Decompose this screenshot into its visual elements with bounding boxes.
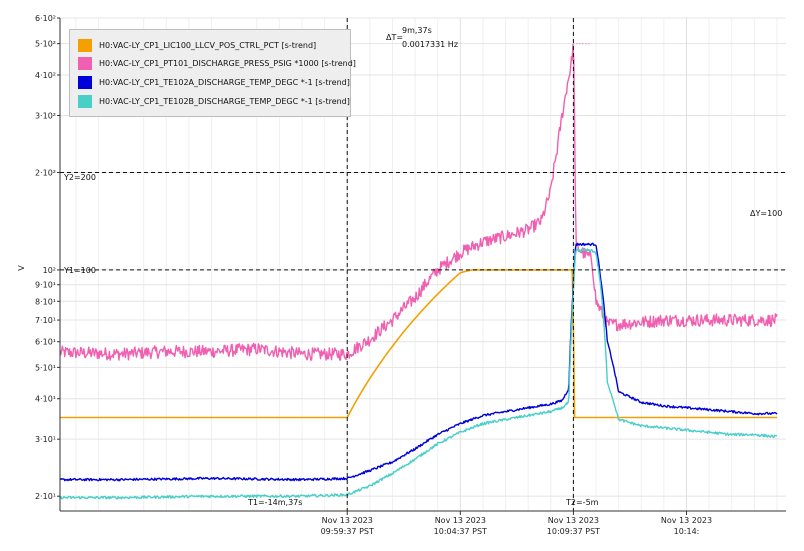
legend-swatch <box>78 94 92 108</box>
y-tick-label: 10² <box>43 266 56 275</box>
delta-t-frequency: 0.0017331 Hz <box>402 40 458 49</box>
y-tick-label: 7·10¹ <box>35 316 56 325</box>
x-tick-sublabel: 10:14: <box>674 527 700 536</box>
series-line <box>59 269 778 419</box>
x-tick-sublabel: 09:59:37 PST <box>321 527 374 536</box>
series-line <box>59 248 777 500</box>
y-tick-label: 3·10¹ <box>35 435 56 444</box>
legend-item[interactable]: H0:VAC-LY_CP1_TE102B_DISCHARGE_TEMP_DEGC… <box>78 94 350 108</box>
y-tick-label: 6·10¹ <box>35 338 56 347</box>
x-tick-sublabel: 10:04:37 PST <box>434 527 487 536</box>
t1-cursor-label: T1=-14m,37s <box>247 498 302 507</box>
y1-cursor-label: Y1=100 <box>63 266 96 275</box>
y-tick-label: 8·10¹ <box>35 297 56 306</box>
y2-cursor-label: Y2=200 <box>63 173 96 182</box>
legend-item[interactable]: H0:VAC-LY_CP1_LIC100_LLCV_POS_CTRL_PCT [… <box>78 38 316 52</box>
legend-label: H0:VAC-LY_CP1_LIC100_LLCV_POS_CTRL_PCT [… <box>99 40 317 50</box>
x-tick-label: Nov 13 2023 <box>322 516 373 525</box>
cursor-layer <box>60 18 786 511</box>
series-line <box>59 43 778 362</box>
legend-label: H0:VAC-LY_CP1_TE102A_DISCHARGE_TEMP_DEGC… <box>99 77 350 87</box>
delta-t-value: 9m,37s <box>402 26 432 35</box>
axes: 2·10¹ 3·10¹ 4·10¹ 5·10¹ 6·10¹ 7·10¹ 8·10¹ 9·10¹… <box>35 14 786 536</box>
y-tick-label: 5·10² <box>35 40 56 49</box>
t2-cursor-label: T2=-5m <box>565 498 599 507</box>
delta-y-label: ΔY=100 <box>750 209 782 218</box>
legend: H0:VAC-LY_CP1_LIC100_LLCV_POS_CTRL_PCT [… <box>69 29 356 117</box>
y-tick-label: 3·10² <box>35 111 56 120</box>
legend-label: H0:VAC-LY_CP1_TE102B_DISCHARGE_TEMP_DEGC… <box>99 96 350 106</box>
y-tick-label: 6·10² <box>35 14 56 23</box>
y-axis-label: V <box>17 265 26 271</box>
y-tick-label: 9·10¹ <box>35 281 56 290</box>
legend-swatch <box>78 56 92 70</box>
y-tick-label: 4·10² <box>35 71 56 80</box>
y-tick-label: 5·10¹ <box>35 363 56 372</box>
series-line <box>59 242 778 482</box>
x-tick-label: Nov 13 2023 <box>661 516 712 525</box>
delta-t-prefix: ΔT= <box>386 33 403 42</box>
x-tick-label: Nov 13 2023 <box>435 516 486 525</box>
x-tick-sublabel: 10:09:37 PST <box>547 527 600 536</box>
x-tick-label: Nov 13 2023 <box>548 516 599 525</box>
legend-item[interactable]: H0:VAC-LY_CP1_TE102A_DISCHARGE_TEMP_DEGC… <box>78 75 350 89</box>
legend-item[interactable]: H0:VAC-LY_CP1_PT101_DISCHARGE_PRESS_PSIG… <box>78 56 356 70</box>
y-tick-label: 2·10² <box>35 168 56 177</box>
y-tick-label: 4·10¹ <box>35 395 56 404</box>
series-layer <box>59 43 778 500</box>
y-tick-label: 2·10¹ <box>35 492 56 501</box>
legend-label: H0:VAC-LY_CP1_PT101_DISCHARGE_PRESS_PSIG… <box>99 58 356 68</box>
legend-swatch <box>78 38 92 52</box>
legend-swatch <box>78 75 92 89</box>
